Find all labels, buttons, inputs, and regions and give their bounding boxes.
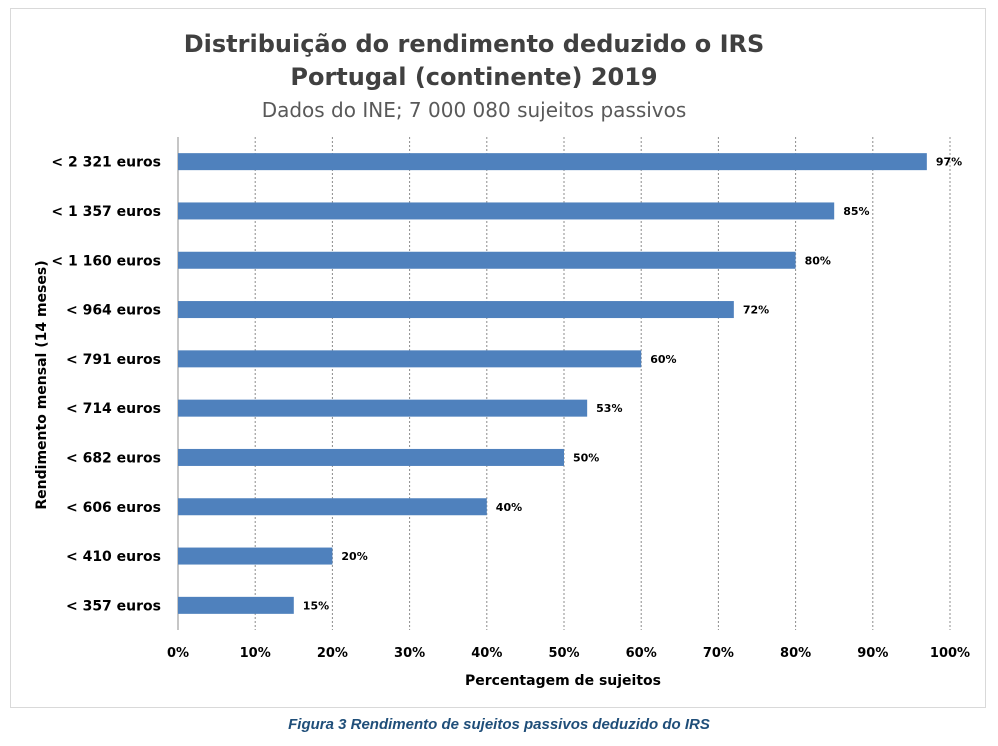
data-label: 97% bbox=[936, 156, 962, 169]
bar-chart: Distribuição do rendimento deduzido o IR… bbox=[34, 30, 970, 689]
data-label: 53% bbox=[596, 402, 622, 415]
chart-title-line2: Portugal (continente) 2019 bbox=[290, 63, 657, 91]
data-label: 85% bbox=[843, 205, 869, 218]
data-label: 20% bbox=[341, 550, 367, 563]
data-label: 60% bbox=[650, 353, 676, 366]
x-tick-label: 20% bbox=[317, 646, 348, 661]
data-label: 80% bbox=[805, 254, 831, 267]
data-label: 72% bbox=[743, 304, 769, 317]
data-label: 40% bbox=[496, 501, 522, 514]
bar bbox=[178, 251, 796, 269]
bar bbox=[178, 202, 835, 220]
category-label: < 2 321 euros bbox=[51, 155, 161, 171]
x-tick-label: 70% bbox=[703, 646, 734, 661]
figure-caption: Figura 3 Rendimento de sujeitos passivos… bbox=[288, 716, 710, 733]
category-label: < 1 160 euros bbox=[51, 253, 161, 269]
category-label: < 357 euros bbox=[66, 598, 161, 614]
bar bbox=[178, 547, 333, 565]
x-tick-label: 80% bbox=[780, 646, 811, 661]
bar bbox=[178, 448, 564, 466]
category-label: < 606 euros bbox=[66, 500, 161, 516]
x-tick-label: 40% bbox=[471, 646, 502, 661]
category-label: < 682 euros bbox=[66, 450, 161, 466]
chart-title: Distribuição do rendimento deduzido o IR… bbox=[184, 30, 765, 58]
data-label: 15% bbox=[303, 599, 329, 612]
y-axis-title: Rendimento mensal (14 meses) bbox=[34, 260, 50, 509]
bar bbox=[178, 350, 642, 368]
category-label: < 964 euros bbox=[66, 303, 161, 319]
category-label: < 1 357 euros bbox=[51, 204, 161, 220]
bar bbox=[178, 596, 294, 614]
category-label: < 410 euros bbox=[66, 549, 161, 565]
x-tick-label: 60% bbox=[626, 646, 657, 661]
chart-subtitle: Dados do INE; 7 000 080 sujeitos passivo… bbox=[262, 98, 687, 122]
x-axis-title: Percentagem de sujeitos bbox=[465, 673, 661, 689]
x-tick-label: 100% bbox=[930, 646, 970, 661]
bar bbox=[178, 301, 734, 319]
x-tick-label: 50% bbox=[548, 646, 579, 661]
bar bbox=[178, 498, 487, 516]
x-tick-label: 10% bbox=[240, 646, 271, 661]
x-tick-label: 0% bbox=[167, 646, 189, 661]
category-label: < 791 euros bbox=[66, 352, 161, 368]
x-tick-label: 90% bbox=[857, 646, 888, 661]
data-label: 50% bbox=[573, 451, 599, 464]
bar bbox=[178, 399, 588, 417]
x-tick-label: 30% bbox=[394, 646, 425, 661]
category-label: < 714 euros bbox=[66, 401, 161, 417]
bar bbox=[178, 153, 927, 171]
